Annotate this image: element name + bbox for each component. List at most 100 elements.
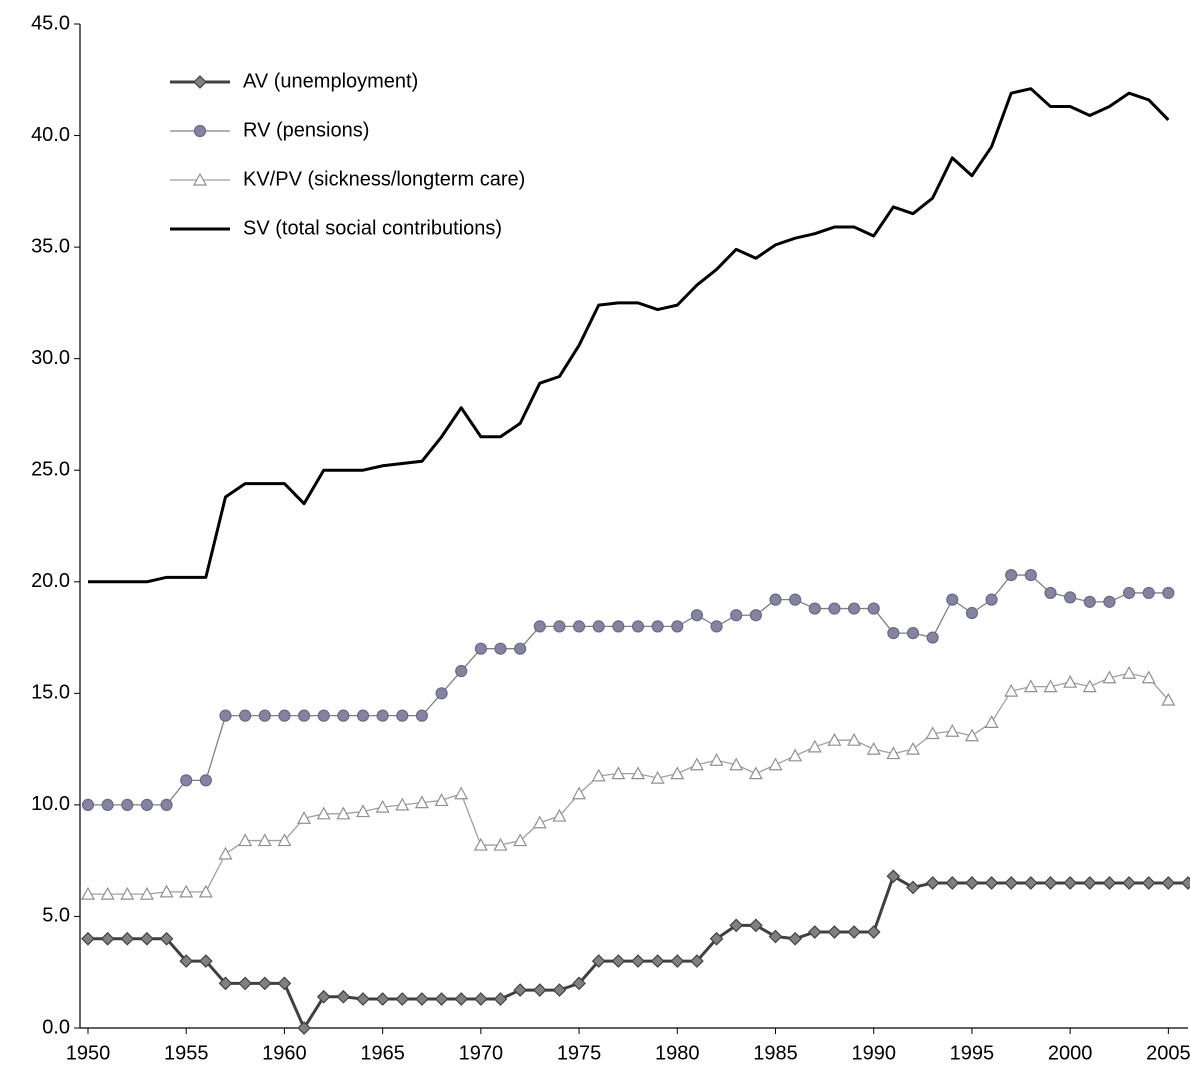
marker — [337, 709, 350, 722]
marker — [709, 931, 724, 946]
legend-label: KV/PV (sickness/longterm care) — [243, 168, 525, 190]
marker — [1082, 679, 1097, 693]
marker — [1082, 876, 1097, 890]
marker — [828, 602, 841, 615]
marker — [100, 931, 115, 946]
marker — [1122, 666, 1137, 679]
marker — [552, 983, 567, 997]
marker — [591, 954, 606, 968]
marker — [689, 757, 704, 771]
x-tick-label: 1955 — [164, 1042, 209, 1064]
marker — [1063, 674, 1078, 688]
marker — [455, 664, 468, 678]
marker — [414, 795, 429, 809]
marker — [827, 925, 842, 939]
series-line — [88, 874, 1188, 1030]
marker — [985, 593, 998, 606]
marker — [493, 992, 508, 1006]
marker — [729, 918, 744, 933]
marker — [887, 626, 900, 640]
marker — [317, 709, 330, 722]
marker — [866, 741, 881, 755]
marker — [591, 768, 606, 782]
marker — [1043, 679, 1058, 693]
marker — [199, 774, 212, 787]
marker — [729, 757, 744, 771]
marker — [847, 925, 861, 939]
marker — [297, 709, 311, 722]
marker — [965, 606, 979, 620]
marker — [239, 709, 252, 722]
marker — [1064, 591, 1077, 604]
marker — [1122, 586, 1136, 600]
marker — [1141, 670, 1156, 684]
marker — [630, 766, 646, 780]
marker — [552, 808, 567, 822]
marker — [807, 925, 822, 939]
marker — [690, 954, 704, 968]
marker — [925, 726, 940, 740]
y-tick-label: 30.0 — [31, 347, 70, 369]
marker — [808, 602, 821, 615]
marker — [297, 811, 312, 824]
marker — [749, 609, 762, 622]
y-tick-label: 15.0 — [31, 682, 70, 704]
marker — [1004, 876, 1019, 890]
marker — [395, 797, 410, 811]
marker — [160, 798, 173, 811]
y-tick-label: 40.0 — [31, 124, 70, 146]
marker — [1083, 595, 1096, 608]
marker — [788, 748, 803, 762]
marker — [473, 837, 488, 851]
marker — [277, 833, 292, 847]
marker — [631, 620, 645, 633]
x-tick-label: 1965 — [360, 1042, 405, 1064]
marker — [199, 954, 213, 968]
x-tick-label: 1985 — [753, 1042, 798, 1064]
x-tick-label: 1960 — [262, 1042, 307, 1064]
marker — [1142, 586, 1155, 600]
marker — [650, 954, 665, 968]
x-tick-label: 2000 — [1048, 1042, 1093, 1064]
y-tick-label: 0.0 — [42, 1016, 70, 1038]
marker — [193, 124, 207, 138]
marker — [945, 876, 960, 890]
x-tick-label: 1980 — [655, 1042, 700, 1064]
marker — [611, 766, 626, 780]
marker — [1005, 568, 1018, 582]
marker — [1103, 595, 1116, 608]
marker — [474, 642, 487, 655]
marker — [709, 753, 724, 766]
marker — [788, 931, 802, 946]
marker — [277, 976, 292, 991]
legend-item: KV/PV (sickness/longterm care) — [170, 168, 525, 190]
marker — [905, 741, 921, 755]
marker — [336, 806, 351, 820]
marker — [192, 172, 208, 186]
marker — [140, 798, 154, 811]
marker — [670, 766, 685, 780]
marker — [193, 75, 207, 89]
marker — [1023, 679, 1038, 693]
marker — [415, 709, 429, 722]
marker — [906, 880, 920, 895]
legend-label: SV (total social contributions) — [243, 217, 502, 239]
marker — [218, 846, 233, 860]
marker — [139, 886, 154, 900]
marker — [120, 886, 135, 900]
y-tick-label: 5.0 — [42, 905, 70, 927]
marker — [827, 732, 842, 746]
marker — [198, 884, 213, 898]
marker — [1161, 692, 1176, 706]
marker — [1004, 683, 1019, 697]
marker — [140, 931, 154, 946]
marker — [984, 876, 999, 890]
marker — [886, 869, 901, 884]
marker — [493, 837, 508, 851]
marker — [768, 929, 783, 944]
marker — [218, 976, 233, 991]
marker — [454, 786, 469, 800]
marker — [671, 620, 684, 633]
marker — [179, 954, 194, 968]
